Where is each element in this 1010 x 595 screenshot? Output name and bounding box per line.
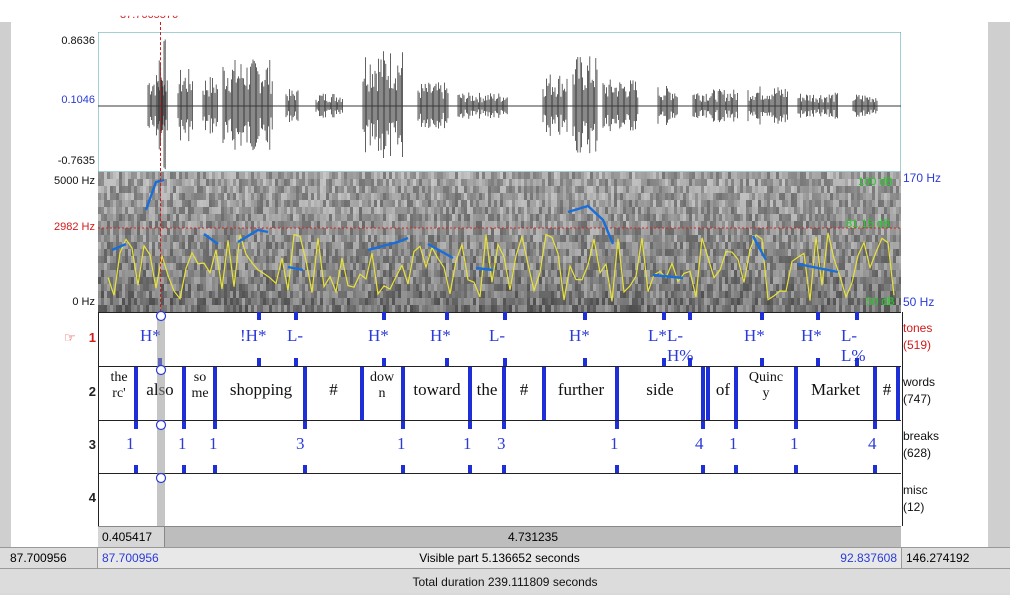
cursor-markers bbox=[150, 308, 174, 488]
time-bar: 87.700956 87.700956 Visible part 5.13665… bbox=[0, 547, 1010, 568]
total-end-button[interactable]: 146.274192 bbox=[902, 548, 1010, 568]
visible-end-label: 92.837608 bbox=[840, 548, 897, 568]
cursor-line[interactable] bbox=[160, 22, 162, 312]
selection-start-cell[interactable]: 0.405417 bbox=[98, 527, 165, 548]
visible-range-button[interactable]: 87.700956 Visible part 5.136652 seconds … bbox=[98, 548, 902, 568]
selection-length-cell[interactable]: 4.731235 bbox=[165, 527, 901, 548]
visible-part-label: Visible part 5.136652 seconds bbox=[98, 548, 901, 568]
total-duration-button[interactable]: Total duration 239.111809 seconds bbox=[0, 568, 1010, 593]
total-start-button[interactable]: 87.700956 bbox=[0, 548, 98, 568]
selection-row[interactable]: 0.405417 4.731235 bbox=[98, 526, 901, 548]
